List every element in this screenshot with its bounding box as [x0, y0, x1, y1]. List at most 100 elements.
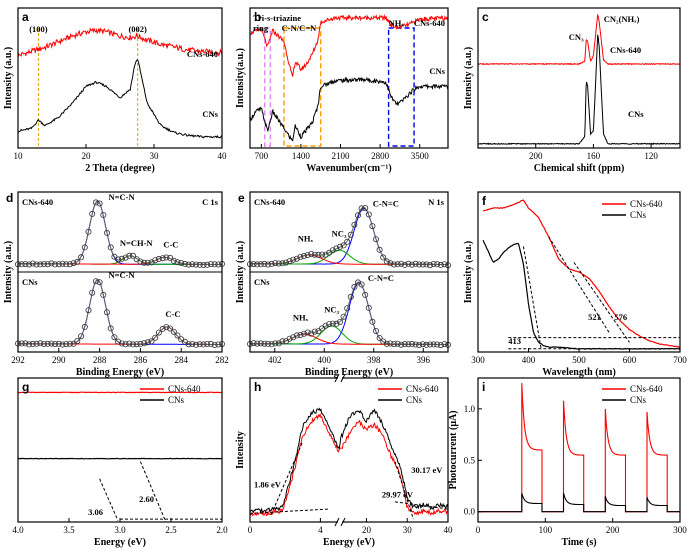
- data-point: [383, 258, 390, 265]
- data-point: [167, 325, 174, 332]
- data-point: [118, 340, 125, 347]
- data-point: [126, 340, 133, 347]
- data-point: [372, 327, 379, 334]
- series-line: [477, 14, 681, 66]
- data-point: [394, 261, 401, 268]
- series-line: [482, 239, 681, 350]
- data-point: [85, 228, 92, 235]
- data-point: [155, 255, 162, 262]
- data-point: [369, 318, 376, 325]
- data-point: [141, 340, 148, 347]
- data-point: [412, 341, 419, 348]
- highlight-box: [264, 27, 272, 147]
- data-point: [282, 259, 289, 266]
- data-point: [137, 258, 144, 265]
- guide-line: [270, 441, 304, 515]
- data-point: [215, 341, 222, 348]
- data-point: [408, 340, 415, 347]
- plot-frame: [249, 191, 449, 353]
- fit-component-line: [18, 200, 222, 265]
- edge-label: 3.06: [88, 507, 103, 517]
- data-point: [423, 261, 430, 268]
- peak-label: (002): [128, 24, 147, 34]
- x-tick-label: 4: [318, 525, 323, 535]
- edge-label: 2.60: [139, 494, 154, 504]
- data-point: [126, 252, 133, 259]
- data-point: [159, 255, 166, 262]
- x-axis-label: Energy (eV): [323, 537, 375, 548]
- highlight-box: [283, 27, 322, 147]
- data-point: [92, 278, 99, 285]
- data-point: [441, 341, 448, 348]
- data-point: [268, 341, 275, 348]
- edge-label: 30.17 eV: [411, 465, 443, 475]
- y-tick-label: 0.5: [464, 455, 476, 465]
- plot-frame: [477, 191, 681, 353]
- x-tick-label: 700: [255, 151, 269, 161]
- fit-envelope-line: [250, 281, 448, 345]
- peak-label: C-N=C: [373, 199, 399, 209]
- data-point: [111, 334, 118, 341]
- data-point: [293, 255, 300, 262]
- data-point: [89, 289, 96, 296]
- data-point: [107, 325, 114, 332]
- data-point: [118, 255, 125, 262]
- data-point: [178, 259, 185, 266]
- data-point: [390, 341, 397, 348]
- x-tick-label: 200: [606, 525, 620, 535]
- data-point: [59, 341, 66, 348]
- x-tick-label: 2.0: [216, 525, 228, 535]
- series-line: [482, 199, 681, 348]
- data-point: [308, 330, 315, 337]
- data-point: [405, 260, 412, 267]
- data-point: [207, 340, 214, 347]
- series-label: CNs-640: [610, 45, 641, 55]
- panel-letter-i: i: [482, 380, 485, 394]
- plot-frame: [17, 7, 223, 149]
- x-axis-label: Chemical shift (ppm): [534, 163, 625, 174]
- data-point: [365, 304, 372, 311]
- plot-frame: [477, 7, 681, 149]
- region-label: N 1s: [428, 197, 445, 207]
- x-tick-label: 120: [644, 151, 658, 161]
- peak-label: N=CH-N: [120, 238, 154, 248]
- guide-line: [249, 508, 330, 514]
- x-tick-label: 3.5: [63, 525, 75, 535]
- data-point: [315, 251, 322, 258]
- data-point: [311, 328, 318, 335]
- data-point: [304, 329, 311, 336]
- data-point: [63, 261, 70, 268]
- data-point: [196, 341, 203, 348]
- data-point: [419, 261, 426, 268]
- data-point: [275, 260, 282, 267]
- data-point: [66, 261, 73, 268]
- data-point: [174, 259, 181, 266]
- legend-label: CNs-640: [630, 199, 663, 209]
- data-point: [115, 256, 122, 263]
- plot-frame: [249, 377, 449, 523]
- data-point: [26, 261, 33, 268]
- data-point: [33, 261, 40, 268]
- fit-envelope-line: [250, 206, 448, 265]
- data-point: [204, 261, 211, 268]
- data-point: [129, 252, 136, 259]
- data-point: [122, 254, 129, 261]
- data-point: [89, 210, 96, 217]
- x-axis-label: Wavelength (nm): [542, 367, 616, 378]
- data-point: [211, 261, 218, 268]
- x-tick-label: 400: [522, 355, 536, 365]
- x-tick-label: 400: [318, 355, 332, 365]
- data-point: [189, 261, 196, 268]
- data-point: [423, 341, 430, 348]
- data-point: [308, 250, 315, 257]
- x-tick-label: 20: [82, 151, 92, 161]
- x-tick-label: 4.0: [12, 525, 24, 535]
- data-point: [100, 211, 107, 218]
- data-point: [390, 261, 397, 268]
- data-point: [196, 261, 203, 268]
- x-tick-label: 600: [623, 355, 637, 365]
- data-point: [74, 258, 81, 265]
- data-point: [376, 246, 383, 253]
